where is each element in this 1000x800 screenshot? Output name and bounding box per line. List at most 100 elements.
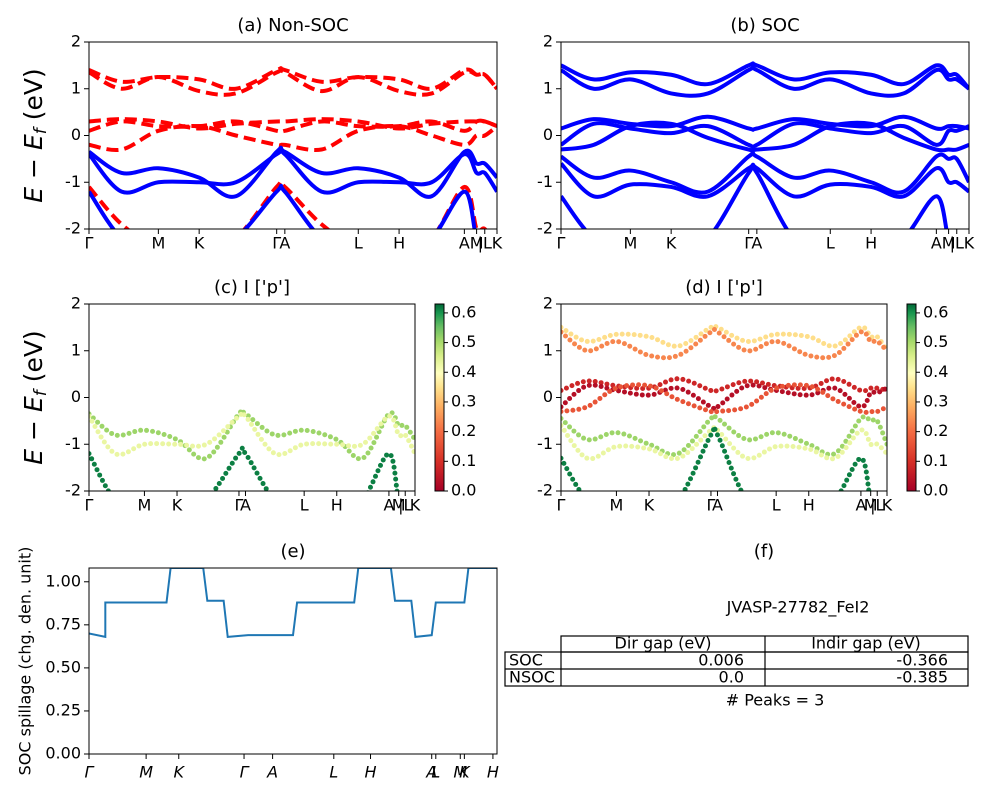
band bbox=[561, 162, 949, 229]
x-tick-label: A bbox=[712, 496, 723, 515]
x-tick-label: |L bbox=[950, 234, 964, 253]
y-tick-label: 1 bbox=[543, 78, 553, 97]
plot-area bbox=[89, 66, 497, 229]
x-tick-label: Γ bbox=[240, 763, 250, 782]
band bbox=[89, 118, 497, 134]
table-header: Dir gap (eV) bbox=[615, 634, 712, 653]
y-tick-label: -1 bbox=[65, 172, 81, 191]
colorbar bbox=[434, 303, 445, 492]
y-tick-label: 1 bbox=[543, 340, 553, 359]
x-tick-label: A bbox=[425, 763, 437, 782]
colorbar-tick-label: 0.1 bbox=[923, 451, 948, 470]
x-tick-label: Γ bbox=[706, 496, 715, 515]
projected-band bbox=[561, 382, 887, 412]
projected-band bbox=[89, 407, 415, 462]
x-tick-label: K bbox=[194, 234, 205, 253]
y-tick-label: -2 bbox=[537, 219, 553, 238]
y-axis-label-part: E − E bbox=[19, 134, 48, 203]
x-tick-label: K bbox=[459, 763, 471, 782]
band bbox=[89, 123, 497, 153]
y-axis-label: E − Ef (eV) bbox=[19, 330, 51, 464]
x-tick-label: H bbox=[393, 234, 405, 253]
y-tick-label: 2 bbox=[71, 294, 81, 313]
x-tick-label: Γ bbox=[744, 234, 753, 253]
colorbar bbox=[906, 303, 917, 492]
axes-frame bbox=[88, 567, 498, 755]
x-tick-label: K bbox=[172, 496, 183, 515]
plot-area bbox=[561, 61, 969, 229]
axes-frame bbox=[88, 41, 498, 230]
x-tick-label: K bbox=[492, 234, 503, 253]
peaks-note: # Peaks = 3 bbox=[726, 691, 825, 710]
axes-frame bbox=[560, 303, 888, 492]
x-tick-label: M bbox=[470, 234, 484, 253]
table-cell: SOC bbox=[509, 651, 543, 670]
x-tick-label: K bbox=[666, 234, 677, 253]
y-axis-label-part: f bbox=[31, 125, 51, 134]
y-tick-label: -1 bbox=[537, 172, 553, 191]
x-tick-label: K bbox=[882, 496, 893, 515]
axes-frame bbox=[88, 303, 416, 492]
colorbar-tick-label: 0.2 bbox=[451, 421, 476, 440]
chart-title: (b) SOC bbox=[730, 15, 799, 36]
colorbar-tick-label: 0.0 bbox=[451, 481, 476, 500]
projected-band bbox=[561, 326, 887, 361]
y-tick-label: 0.25 bbox=[45, 700, 81, 719]
band bbox=[561, 61, 969, 91]
projected-band bbox=[561, 412, 887, 458]
y-tick-label: 0 bbox=[543, 125, 553, 144]
band bbox=[89, 117, 497, 131]
y-tick-label: 0 bbox=[71, 387, 81, 406]
y-tick-label: 0.00 bbox=[45, 744, 81, 763]
x-tick-label: Γ bbox=[557, 496, 566, 515]
y-axis-label: E − Ef (eV) bbox=[19, 68, 51, 202]
x-tick-label: H bbox=[365, 763, 377, 782]
x-tick-label: Γ bbox=[85, 763, 95, 782]
material-label: JVASP-27782_FeI2 bbox=[726, 598, 870, 618]
y-tick-label: -2 bbox=[65, 481, 81, 500]
chart-title: (c) I ['p'] bbox=[214, 277, 290, 298]
colorbar-tick-label: 0.6 bbox=[451, 302, 476, 321]
x-tick-label: K bbox=[174, 763, 186, 782]
x-tick-label: A bbox=[459, 234, 470, 253]
x-tick-label: Γ bbox=[557, 234, 566, 253]
band bbox=[89, 183, 477, 229]
x-tick-label: L bbox=[354, 234, 363, 253]
table-cell: 0.006 bbox=[698, 651, 744, 670]
y-tick-label: 0 bbox=[71, 125, 81, 144]
table-cell: 0.0 bbox=[719, 668, 744, 687]
x-tick-label: L bbox=[772, 496, 781, 515]
chart-title: (a) Non-SOC bbox=[237, 15, 348, 36]
y-tick-label: -2 bbox=[65, 219, 81, 238]
colorbar-tick-label: 0.2 bbox=[923, 421, 948, 440]
x-tick-label: |L bbox=[870, 496, 884, 515]
chart-title: (e) bbox=[280, 541, 305, 562]
projected-band bbox=[561, 424, 872, 491]
x-tick-label: M bbox=[138, 496, 152, 515]
x-tick-label: L bbox=[329, 763, 338, 782]
y-axis-label-part: (eV) bbox=[19, 68, 48, 128]
x-tick-label: |L bbox=[398, 496, 412, 515]
x-tick-label: Γ bbox=[272, 234, 281, 253]
x-tick-label: H bbox=[331, 496, 343, 515]
x-tick-label: A bbox=[279, 234, 290, 253]
y-tick-label: 1 bbox=[71, 78, 81, 97]
table-cell: -0.366 bbox=[896, 651, 948, 670]
x-tick-label: A bbox=[855, 496, 866, 515]
x-tick-label: A bbox=[751, 234, 762, 253]
axes-frame bbox=[560, 41, 970, 230]
y-tick-label: 0 bbox=[543, 387, 553, 406]
band bbox=[561, 162, 969, 199]
gap-table bbox=[504, 635, 969, 687]
x-tick-label: K bbox=[644, 496, 655, 515]
y-tick-label: 1 bbox=[71, 340, 81, 359]
x-tick-label: M bbox=[151, 234, 165, 253]
y-axis-label: SOC spillage (chg. den. unit) bbox=[16, 547, 35, 776]
table-cell: -0.385 bbox=[896, 668, 948, 687]
y-axis-label-part: E − E bbox=[19, 396, 48, 465]
band bbox=[561, 151, 969, 195]
x-tick-label: Γ bbox=[85, 496, 94, 515]
x-tick-label: M bbox=[392, 496, 406, 515]
x-tick-label: K bbox=[964, 234, 975, 253]
